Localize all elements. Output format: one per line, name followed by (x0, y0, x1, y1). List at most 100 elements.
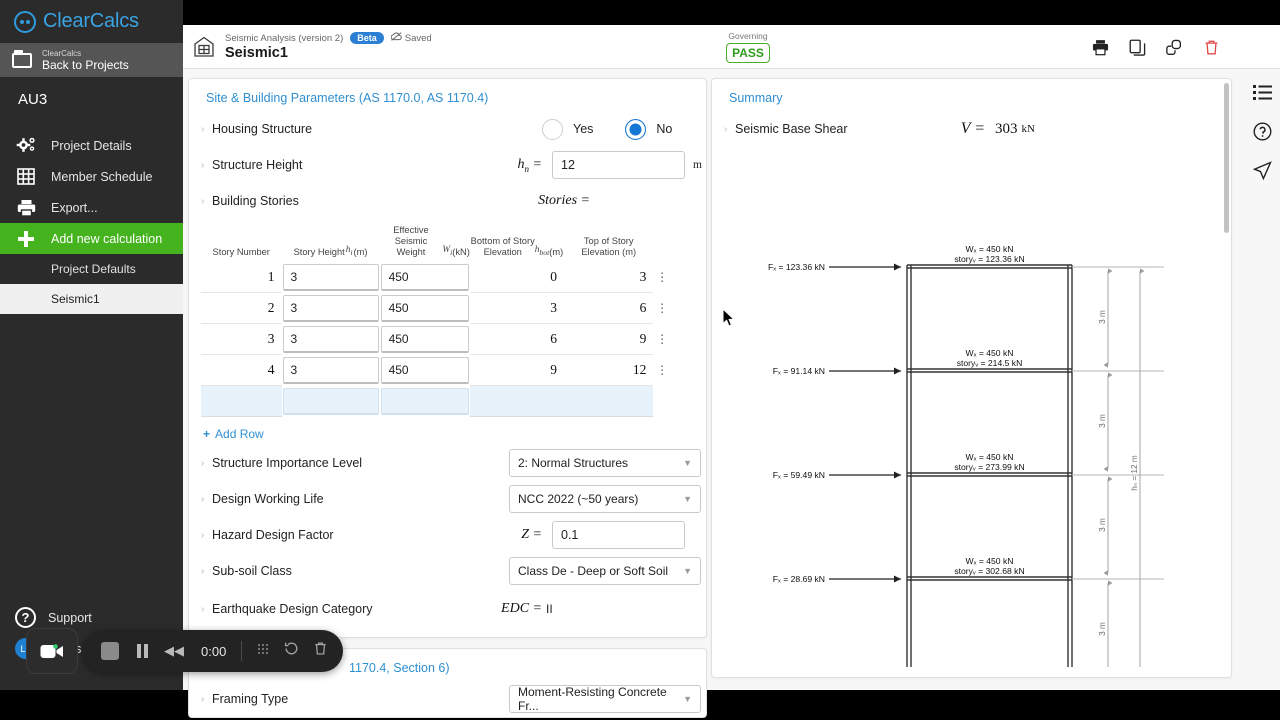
toolbar-divider (241, 641, 243, 661)
calculation-subtitle: Seismic Analysis (version 2) (225, 32, 344, 44)
framing-type-select[interactable]: Moment-Resisting Concrete Fr... ▼ (509, 685, 701, 713)
sidebar-item-project-defaults[interactable]: Project Defaults (0, 254, 183, 284)
card-title: Summary (729, 91, 783, 105)
seismic-weight-input[interactable]: 450 (380, 326, 469, 353)
delete-recording-icon[interactable] (313, 641, 328, 661)
radio-group-housing-structure: Yes No (542, 118, 694, 140)
table-body: 1 3 450 0 3 ⋮ 2 3 450 3 6 ⋮ 3 3 450 6 9 ⋮ 4 3 450 9 12 ⋮ (201, 262, 671, 417)
sidebar-item-add-new-calculation[interactable]: Add new calculation (0, 223, 183, 254)
status-badge: PASS (726, 43, 770, 63)
svg-text:storyᵥ = 123.36 kN: storyᵥ = 123.36 kN (954, 254, 1024, 264)
seismic-weight-input[interactable]: 450 (380, 264, 469, 291)
top-elevation-cell: 3 (564, 262, 654, 293)
svg-text:Fₓ = 28.69 kN: Fₓ = 28.69 kN (773, 574, 825, 584)
story-number-cell: 1 (201, 262, 282, 293)
row-menu-icon[interactable]: ⋮ (656, 363, 669, 377)
chevron-right-icon[interactable]: › (201, 529, 205, 541)
chevron-right-icon[interactable]: › (201, 493, 205, 505)
field-label: Sub-soil Class (212, 564, 292, 578)
svg-text:Wₓ = 450 kN: Wₓ = 450 kN (966, 244, 1014, 254)
drag-handle-icon[interactable] (256, 642, 270, 661)
svg-text:Fₓ = 123.36 kN: Fₓ = 123.36 kN (768, 262, 825, 272)
field-label: Hazard Design Factor (212, 528, 334, 542)
story-height-input[interactable] (282, 388, 379, 415)
seismic-weight-input[interactable] (380, 388, 469, 415)
help-icon[interactable] (1253, 122, 1272, 141)
print-icon[interactable] (1092, 39, 1109, 56)
chevron-right-icon[interactable]: › (201, 693, 205, 705)
sidebar-item-label: Project Details (51, 138, 132, 153)
sidebar-item-export[interactable]: Export... (0, 192, 183, 223)
svg-text:3 m: 3 m (1098, 622, 1107, 636)
subsoil-class-select[interactable]: Class De - Deep or Soft Soil ▼ (509, 557, 701, 585)
card-title: Site & Building Parameters (AS 1170.0, A… (206, 91, 489, 105)
radio-no[interactable] (625, 118, 647, 140)
story-number-cell: 3 (201, 324, 282, 355)
page-title: Seismic1 (225, 45, 288, 61)
select-value: Class De - Deep or Soft Soil (518, 564, 669, 578)
chevron-right-icon[interactable]: › (201, 123, 205, 135)
svg-text:hₙ = 12 m: hₙ = 12 m (1130, 455, 1139, 491)
add-row-button[interactable]: + Add Row (203, 427, 706, 441)
radio-yes[interactable] (542, 118, 563, 140)
field-label: Building Stories (212, 194, 299, 208)
content-area: Site & Building Parameters (AS 1170.0, A… (183, 69, 1280, 718)
table-row: 4 3 450 9 12 ⋮ (201, 355, 671, 386)
stories-table: Story Number Story Height hi (m) Effecti… (201, 225, 671, 417)
sidebar-item-support[interactable]: ? Support (0, 602, 183, 633)
story-height-input[interactable]: 3 (282, 295, 379, 322)
row-menu-icon[interactable]: ⋮ (656, 270, 669, 284)
story-height-input[interactable]: 3 (282, 357, 379, 384)
chevron-right-icon[interactable]: › (201, 603, 205, 615)
hazard-design-factor-input[interactable]: 0.1 (552, 521, 685, 549)
seismic-weight-input[interactable]: 450 (380, 295, 469, 322)
camera-toggle-button[interactable] (26, 628, 78, 674)
table-row: 1 3 450 0 3 ⋮ (201, 262, 671, 293)
bottom-elevation-cell: 9 (469, 355, 564, 386)
edc-value: II (546, 602, 553, 616)
list-icon[interactable] (1253, 83, 1272, 102)
sidebar-item-project-details[interactable]: Project Details (0, 130, 183, 161)
row-menu-icon[interactable]: ⋮ (656, 301, 669, 315)
svg-text:storyᵥ = 273.99 kN: storyᵥ = 273.99 kN (954, 462, 1024, 472)
copy-icon[interactable] (1129, 39, 1146, 56)
rewind-button[interactable]: ◀◀ (164, 643, 184, 658)
chevron-right-icon[interactable]: › (724, 123, 728, 135)
story-height-input[interactable]: 3 (282, 264, 379, 291)
field-label: Seismic Base Shear (735, 122, 848, 136)
sidebar-item-seismic1[interactable]: Seismic1 (0, 284, 183, 314)
svg-text:Wₓ = 450 kN: Wₓ = 450 kN (966, 452, 1014, 462)
back-to-projects-button[interactable]: ClearCalcs Back to Projects (0, 43, 183, 77)
stop-recording-button[interactable] (101, 642, 119, 660)
right-column: Summary › Seismic Base Shear V = 303 kN … (711, 69, 1245, 690)
table-header-cell: Effective Seismic Weight Wi (kN) (393, 225, 470, 257)
chevron-right-icon[interactable]: › (201, 457, 205, 469)
structure-height-input[interactable]: 12 (552, 151, 685, 179)
chevron-right-icon[interactable]: › (201, 195, 205, 207)
right-icon-rail (1245, 69, 1280, 690)
field-subsoil-class: › Sub-soil Class Class De - Deep or Soft… (189, 553, 706, 589)
sidebar-item-member-schedule[interactable]: Member Schedule (0, 161, 183, 192)
structure-importance-select[interactable]: 2: Normal Structures ▼ (509, 449, 701, 477)
svg-text:storyᵥ = 214.5 kN: storyᵥ = 214.5 kN (957, 358, 1023, 368)
field-seismic-base-shear: › Seismic Base Shear V = 303 kN (712, 111, 1231, 147)
design-working-life-select[interactable]: NCC 2022 (~50 years) ▼ (509, 485, 701, 513)
share-icon[interactable] (1166, 39, 1183, 56)
table-row-empty (201, 386, 671, 417)
support-label: Support (48, 610, 92, 625)
pause-recording-button[interactable] (137, 644, 148, 658)
trash-icon[interactable] (1203, 39, 1220, 56)
brand-logo[interactable]: ClearCalcs (0, 0, 183, 43)
seismic-weight-input[interactable]: 450 (380, 357, 469, 384)
field-label: Framing Type (212, 692, 289, 706)
story-height-input[interactable]: 3 (282, 326, 379, 353)
row-menu-icon[interactable]: ⋮ (656, 332, 669, 346)
send-icon[interactable] (1252, 161, 1272, 181)
top-elevation-cell: 9 (564, 324, 654, 355)
chevron-right-icon[interactable]: › (201, 159, 205, 171)
add-row-label: Add Row (215, 427, 264, 441)
card-title-fragment: 1170.4, Section 6) (349, 661, 450, 675)
chevron-right-icon[interactable]: › (201, 565, 205, 577)
restart-icon[interactable] (284, 641, 299, 661)
summary-scrollbar[interactable] (1224, 83, 1229, 233)
